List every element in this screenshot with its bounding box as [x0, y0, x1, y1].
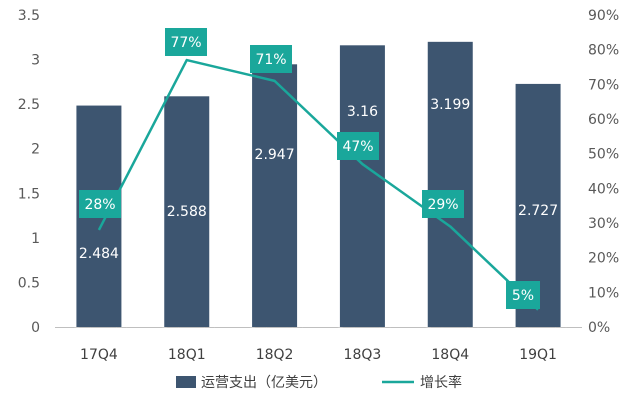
rate-value-label: 28%: [84, 197, 115, 213]
x-tick-label: 18Q2: [256, 347, 294, 363]
bar-value-label: 3.16: [347, 104, 378, 120]
bar-18Q2: [252, 64, 298, 328]
rate-value-label: 71%: [255, 52, 286, 68]
y-left-tick-label: 0: [31, 320, 40, 336]
y-left-tick-label: 1: [31, 231, 40, 247]
legend-bar-swatch: [176, 376, 196, 388]
rate-value-label: 5%: [512, 288, 534, 304]
legend-label-growth: 增长率: [420, 374, 462, 391]
y-right-tick-label: 70%: [588, 77, 619, 93]
watermark-text: 腾讯科技: [83, 326, 131, 341]
y-right-tick-label: 0%: [588, 320, 610, 336]
y-left-tick-label: 3: [31, 53, 40, 69]
x-tick-label: 17Q4: [80, 347, 118, 363]
bar-value-label: 2.588: [167, 204, 207, 220]
watermark-text: 腾讯科技: [259, 326, 307, 341]
legend-label-expense: 运营支出（亿美元）: [201, 375, 327, 391]
rate-value-label: 29%: [427, 197, 458, 213]
bar-18Q4: [427, 41, 473, 327]
watermark-text: 腾讯科技: [171, 326, 219, 341]
bar-value-label: 2.947: [255, 147, 295, 163]
growth-rate-line: [97, 58, 539, 311]
x-tick-label: 18Q1: [168, 347, 206, 363]
rate-label-box: [250, 45, 292, 73]
bar-18Q1: [164, 96, 210, 328]
watermark-logo-icon: [509, 327, 523, 341]
rate-label-box: [337, 132, 379, 160]
y-left-tick-label: 0.5: [18, 275, 40, 291]
bar-value-label: 2.484: [79, 246, 119, 262]
y-right-tick-label: 10%: [588, 285, 619, 301]
rate-value-label: 47%: [342, 139, 373, 155]
rate-label-box: [422, 190, 464, 218]
y-right-tick-label: 40%: [588, 181, 619, 197]
x-tick-label: 18Q4: [431, 347, 469, 363]
watermark-logo-icon: [245, 327, 260, 341]
bar-18Q3: [339, 45, 385, 328]
y-left-tick-label: 2.5: [18, 97, 40, 113]
watermark-text: 腾讯科技: [346, 326, 394, 341]
watermark-text: 腾讯科技: [434, 326, 482, 341]
bar-value-label: 3.199: [430, 97, 470, 113]
y-right-tick-label: 20%: [588, 251, 619, 267]
y-right-tick-label: 90%: [588, 8, 619, 24]
watermark-text: 腾讯科技: [522, 326, 570, 341]
y-left-tick-label: 3.5: [18, 8, 40, 24]
rate-value-label: 77%: [170, 35, 201, 51]
y-right-tick-label: 60%: [588, 112, 619, 128]
watermark-logo-icon: [158, 327, 172, 341]
bar-value-label: 2.727: [518, 203, 558, 219]
watermark-logo-icon: [70, 327, 84, 341]
rate-label-box: [165, 28, 207, 56]
rate-label-box: [506, 281, 540, 309]
x-tick-label: 18Q3: [344, 347, 382, 363]
watermark-logo-icon: [333, 327, 348, 341]
y-right-tick-label: 50%: [588, 147, 619, 163]
y-right-tick-label: 30%: [588, 216, 619, 232]
x-tick-label: 19Q1: [519, 347, 557, 363]
y-left-tick-label: 2: [31, 142, 40, 158]
y-right-tick-label: 80%: [588, 43, 619, 59]
y-left-tick-label: 1.5: [18, 186, 40, 202]
watermark-logo-icon: [421, 327, 435, 341]
rate-label-box: [79, 190, 121, 218]
